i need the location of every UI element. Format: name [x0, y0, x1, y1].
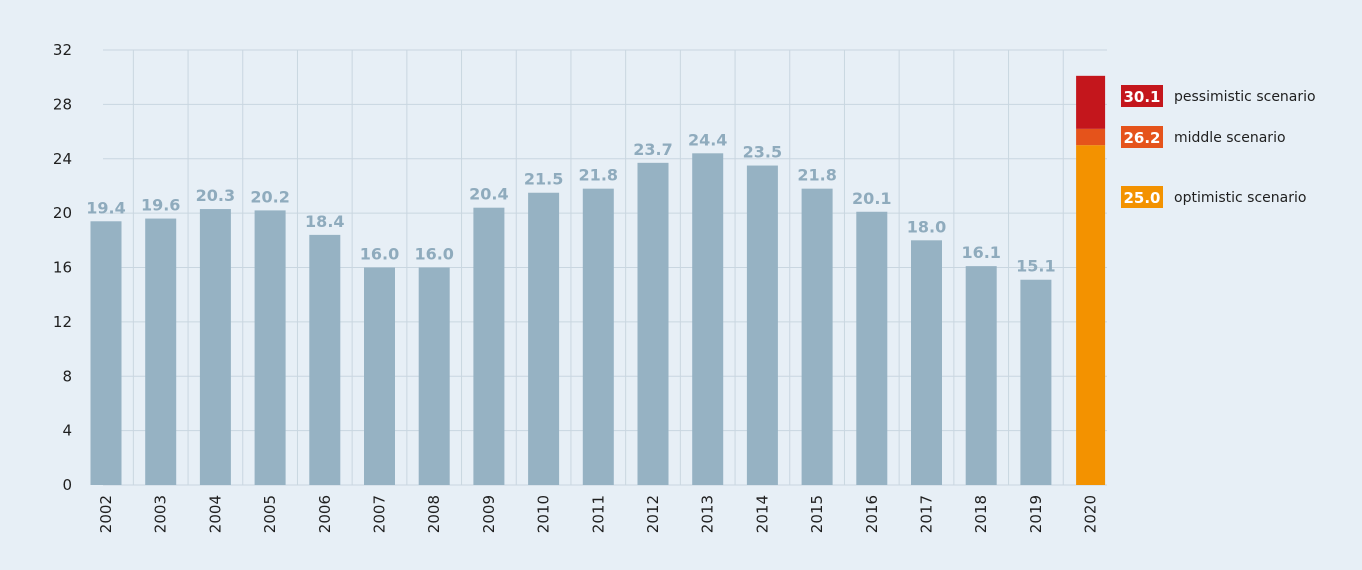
value-label-2002: 19.4: [86, 198, 125, 217]
value-label-2019: 15.1: [1016, 257, 1055, 276]
legend-badge-pessimistic: [1121, 85, 1163, 107]
value-label-2017: 18.0: [907, 217, 946, 236]
scenario-segment-pessimistic: [1076, 75, 1106, 129]
bar-2006: [309, 234, 341, 485]
scenario-segment-optimistic: [1076, 145, 1106, 485]
y-tick-label: 16: [53, 259, 72, 277]
bar-2002: [90, 221, 122, 485]
x-tick-label-2002: 2002: [97, 495, 115, 533]
bar-2005: [254, 210, 286, 485]
x-tick-label-2009: 2009: [480, 495, 498, 533]
x-tick-label-2011: 2011: [589, 495, 607, 533]
y-tick-label: 0: [62, 476, 72, 494]
x-tick-label-2005: 2005: [261, 495, 279, 533]
x-tick-label-2008: 2008: [425, 495, 443, 533]
bar-2016: [856, 211, 888, 485]
legend-item-optimistic: 25.0 optimistic scenario: [1121, 186, 1306, 208]
x-axis: 2002 2003 2004 2005 2006 2007 2008 2009 2010 2011…: [97, 495, 1100, 533]
x-tick-label-2007: 2007: [371, 495, 389, 533]
value-label-2005: 20.2: [250, 187, 289, 206]
value-label-2014: 23.5: [743, 143, 782, 162]
legend: 25.0 optimistic scenario 26.2 middle scenar…: [1121, 85, 1316, 208]
x-tick-label-2013: 2013: [699, 495, 717, 533]
bar-2011: [582, 188, 614, 485]
value-label-2003: 19.6: [141, 196, 180, 215]
y-tick-label: 4: [62, 422, 72, 440]
x-tick-label-2004: 2004: [206, 495, 224, 533]
bar-2003: [145, 218, 177, 485]
x-tick-label-2014: 2014: [753, 495, 771, 533]
scenario-bar: [1076, 75, 1106, 485]
legend-badge-middle: [1121, 126, 1163, 148]
legend-value-middle: 26.2: [1123, 129, 1160, 147]
y-tick-label: 32: [53, 41, 72, 59]
bar-2009: [473, 207, 505, 485]
x-tick-label-2019: 2019: [1027, 495, 1045, 533]
value-label-2008: 16.0: [414, 245, 453, 264]
x-tick-label-2016: 2016: [863, 495, 881, 533]
value-label-2007: 16.0: [360, 245, 399, 264]
bar-2014: [746, 165, 778, 485]
bar-2004: [199, 209, 231, 485]
x-tick-label-2010: 2010: [535, 495, 553, 533]
x-tick-label-2006: 2006: [316, 495, 334, 533]
value-label-2018: 16.1: [961, 243, 1000, 262]
bar-2015: [801, 188, 833, 485]
y-tick-label: 8: [62, 367, 72, 385]
value-label-2012: 23.7: [633, 140, 672, 159]
x-tick-label-2020: 2020: [1082, 495, 1100, 533]
bar-2012: [637, 162, 669, 485]
bar-2008: [418, 267, 450, 485]
bar-2010: [528, 192, 560, 485]
x-tick-label-2015: 2015: [808, 495, 826, 533]
y-tick-label: 12: [53, 313, 72, 331]
x-tick-label-2003: 2003: [152, 495, 170, 533]
bar-2017: [911, 240, 942, 485]
value-label-2006: 18.4: [305, 212, 344, 231]
x-tick-label-2018: 2018: [972, 495, 990, 533]
legend-value-optimistic: 25.0: [1123, 189, 1160, 207]
x-tick-label-2017: 2017: [918, 495, 936, 533]
legend-label-pessimistic: pessimistic scenario: [1174, 89, 1316, 105]
bar-2018: [965, 266, 997, 485]
value-label-2013: 24.4: [688, 130, 727, 149]
scenario-segment-middle: [1076, 128, 1106, 146]
bar-2007: [364, 267, 395, 485]
y-axis: 0 4 8 12 16 20 24 28 32: [53, 41, 72, 494]
value-label-2015: 21.8: [797, 166, 836, 185]
value-label-2016: 20.1: [852, 189, 891, 208]
y-tick-label: 20: [53, 204, 72, 222]
value-label-2011: 21.8: [579, 166, 618, 185]
value-label-2009: 20.4: [469, 185, 508, 204]
legend-value-pessimistic: 30.1: [1123, 88, 1160, 106]
legend-label-optimistic: optimistic scenario: [1174, 190, 1306, 206]
bar-2013: [692, 153, 724, 485]
y-tick-label: 24: [53, 150, 72, 168]
legend-badge-optimistic: [1121, 186, 1163, 208]
y-tick-label: 28: [53, 95, 72, 113]
legend-item-middle: 26.2 middle scenario: [1121, 126, 1286, 148]
value-label-2004: 20.3: [196, 186, 235, 205]
x-tick-label-2012: 2012: [644, 495, 662, 533]
legend-item-pessimistic: 30.1 pessimistic scenario: [1121, 85, 1316, 107]
legend-label-middle: middle scenario: [1174, 130, 1286, 146]
bars: 19.4 19.6 20.3 20.2 18.4 16.0 16.0 20.4 21.5 21.8…: [86, 130, 1056, 485]
value-label-2010: 21.5: [524, 170, 563, 189]
bar-2019: [1020, 279, 1052, 485]
